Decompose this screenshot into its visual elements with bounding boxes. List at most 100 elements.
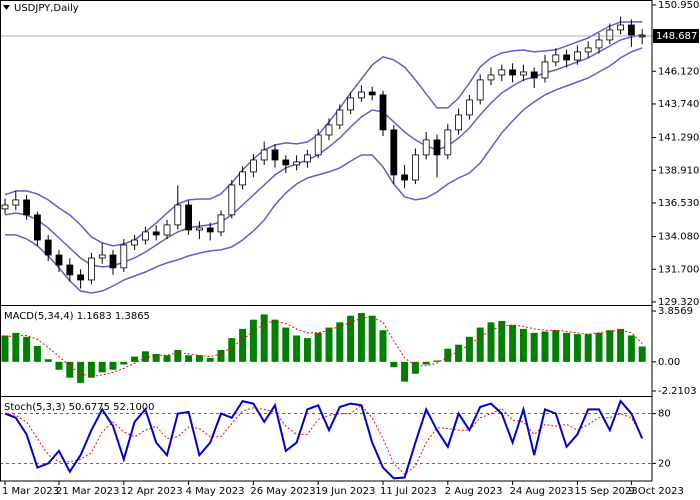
macd-bar (44, 359, 52, 362)
menu-arrow (3, 5, 10, 10)
candle-body (1, 204, 9, 210)
macd-bar (552, 330, 560, 362)
y-tick-label: 143.740 (658, 99, 699, 110)
macd-bar (530, 332, 538, 362)
macd-bar (617, 328, 625, 362)
candle-body (131, 239, 139, 246)
candle-body (249, 159, 257, 173)
x-tick-label: 15 Sep 2023 (574, 486, 637, 497)
candle-body (520, 71, 527, 76)
candle-body (23, 199, 31, 216)
macd-bar (217, 349, 225, 362)
macd-bar (66, 361, 74, 378)
macd-bar (249, 319, 257, 362)
candle-body (584, 47, 592, 53)
candle-body (563, 54, 570, 61)
candle-body (574, 51, 581, 61)
macd-bar (174, 349, 182, 362)
candle-body (487, 74, 495, 81)
candle-body (120, 244, 128, 269)
macd-bar (347, 315, 355, 362)
macd-bar (422, 361, 430, 365)
macd-bar (401, 361, 409, 382)
candle-body (34, 214, 41, 241)
macd-bar (465, 336, 473, 362)
x-tick-label: 26 May 2023 (250, 486, 315, 497)
x-tick-label: 24 Aug 2023 (510, 486, 574, 497)
candle-body (444, 129, 452, 156)
chart-title: USDJPY,Daily (14, 3, 79, 14)
stoch-signal (4, 404, 643, 475)
macd-bar (390, 361, 398, 368)
candle-body (206, 227, 214, 233)
macd-bar (368, 315, 376, 362)
candle-body (628, 24, 635, 36)
macd-bar (87, 361, 95, 378)
y-tick-label: 80 (658, 409, 671, 420)
y-tick-label: 134.080 (658, 232, 699, 243)
y-tick-label: 3.8569 (658, 306, 693, 317)
bollinger-lower (5, 47, 643, 294)
x-tick-label: 2 Aug 2023 (445, 486, 503, 497)
candle-body (66, 264, 74, 276)
macd-bar (282, 327, 290, 362)
macd-bar (131, 356, 139, 362)
macd-bar (357, 313, 365, 362)
macd-bar (195, 355, 203, 362)
macd-bar (314, 332, 322, 362)
y-tick-label: 138.910 (658, 165, 699, 176)
candle-body (422, 139, 430, 156)
candle-body (217, 214, 225, 233)
frame (0, 0, 653, 482)
macd-signal (4, 316, 643, 377)
macd-bar (498, 320, 506, 362)
macd-bar (541, 331, 549, 362)
macd-title: MACD(5,34,4) 1.1683 1.3865 (4, 311, 150, 322)
macd-bar (627, 335, 635, 362)
last-price-label: 148.687 (656, 31, 697, 42)
candle-body (163, 224, 171, 236)
last-price-box (653, 29, 699, 44)
candle-body (271, 149, 279, 161)
x-tick-label: 21 Mar 2023 (56, 486, 119, 497)
macd-bar (271, 319, 279, 362)
macd-bar (411, 361, 419, 374)
candle-body (617, 24, 624, 31)
macd-bar (185, 355, 193, 362)
candle-body (185, 204, 193, 231)
candle-body (411, 154, 419, 181)
macd-bar (109, 361, 117, 370)
candle-body (455, 114, 463, 131)
stoch-title: Stoch(5,3,3) 50.6775 52.1000 (4, 402, 155, 413)
candle-body (325, 124, 333, 136)
candle-body (152, 231, 160, 236)
y-tick-label: 131.700 (658, 264, 699, 275)
candle-body (390, 129, 398, 176)
macd-bar (152, 353, 160, 362)
macd-bar (487, 322, 495, 362)
macd-bar (293, 335, 301, 362)
macd-bar (606, 330, 614, 362)
macd-bar (98, 361, 106, 373)
candle-body (239, 171, 247, 186)
stoch-main (4, 399, 644, 480)
y-tick-label: 129.320 (658, 297, 699, 308)
y-tick-label: 141.290 (658, 133, 699, 144)
plot-area (0, 16, 652, 480)
macd-bar (379, 330, 387, 362)
candle-body (141, 231, 149, 241)
y-tick-label: 150.950 (658, 0, 699, 11)
macd-bar (563, 332, 571, 362)
candle-body (174, 204, 182, 226)
candle-body (260, 149, 268, 161)
macd-bar (455, 344, 463, 362)
candle-body (595, 39, 603, 49)
macd-bar (33, 346, 41, 362)
macd-bar (573, 334, 581, 362)
candle-body (88, 257, 95, 281)
candle-body (530, 71, 538, 79)
bollinger-upper (4, 21, 643, 247)
macd-bar (303, 338, 311, 362)
y-tick-label: 146.120 (658, 66, 699, 77)
